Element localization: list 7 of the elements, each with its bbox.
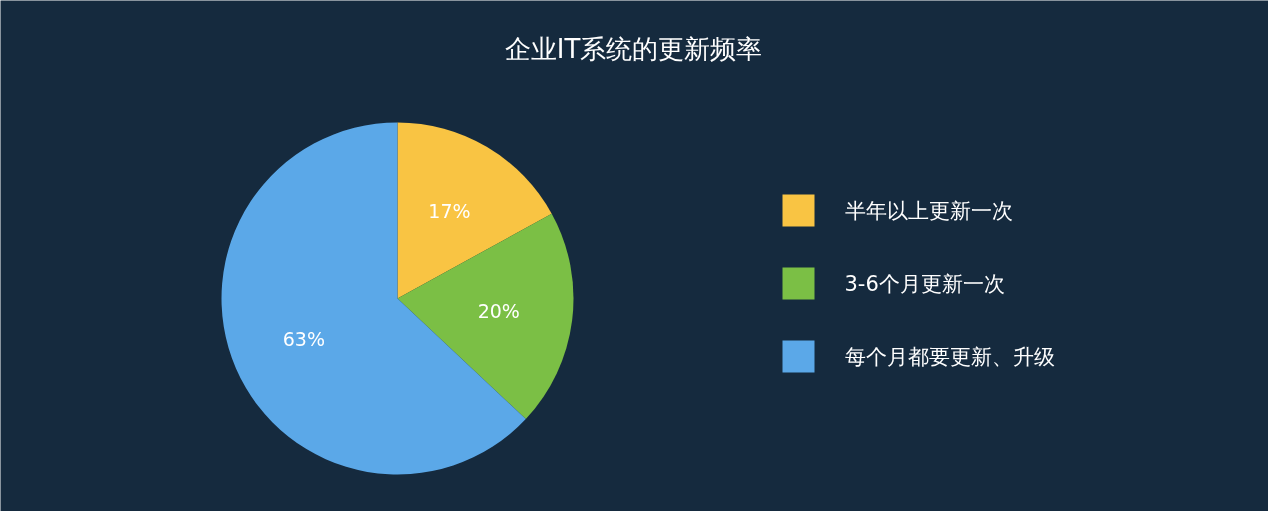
data-label: 20% xyxy=(477,300,520,323)
legend-label: 半年以上更新一次 xyxy=(844,198,1013,223)
legend-label: 3-6个月更新一次 xyxy=(844,271,1005,296)
chart-title: 企业IT系统的更新频率 xyxy=(504,33,763,64)
legend-label: 每个月都要更新、升级 xyxy=(844,344,1055,369)
data-label: 63% xyxy=(282,328,325,351)
data-label: 17% xyxy=(428,199,471,222)
